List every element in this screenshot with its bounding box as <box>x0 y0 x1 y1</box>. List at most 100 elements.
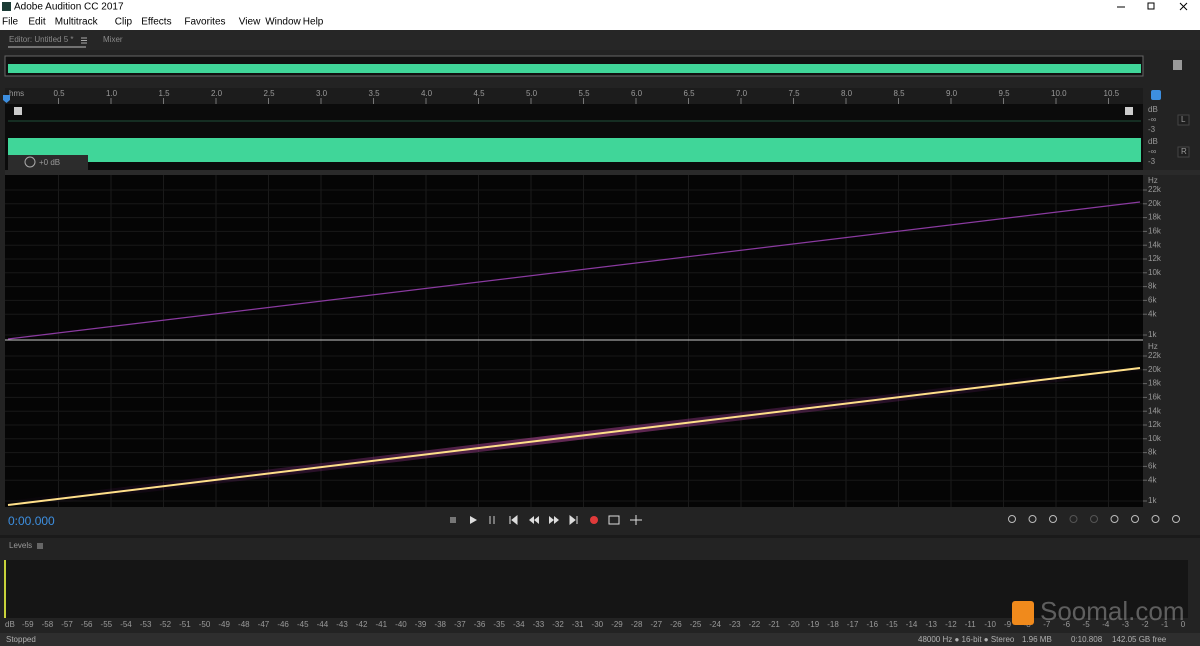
tab-bar <box>0 30 1200 50</box>
level-label: -39 <box>415 620 427 629</box>
rewind-button[interactable] <box>529 516 539 524</box>
forward-button[interactable] <box>549 516 559 524</box>
fade-out-handle[interactable] <box>1125 107 1133 115</box>
hz-label: 4k <box>1148 309 1157 318</box>
loop-button[interactable] <box>608 515 620 525</box>
hz-label: 20k <box>1148 365 1162 374</box>
menu-item[interactable]: Favorites <box>184 17 225 28</box>
level-label: -27 <box>650 620 662 629</box>
ruler-label: 2.5 <box>264 89 276 98</box>
ruler-label: 4.5 <box>474 89 486 98</box>
panel-tab[interactable]: Mixer <box>103 35 123 44</box>
menu-item[interactable]: View <box>239 17 261 28</box>
level-label: -24 <box>709 620 721 629</box>
hz-label: 14k <box>1148 240 1162 249</box>
panel-menu[interactable] <box>1173 60 1182 70</box>
close[interactable] <box>1179 2 1188 11</box>
ruler-label: 5.5 <box>579 89 591 98</box>
pause-button[interactable] <box>489 516 495 524</box>
ruler-label: 9.5 <box>999 89 1011 98</box>
level-label: -54 <box>120 620 132 629</box>
zoom-button[interactable] <box>1131 515 1139 523</box>
volume-knob[interactable] <box>24 156 36 168</box>
time-ruler <box>5 88 1143 104</box>
stop-button[interactable] <box>450 517 456 523</box>
level-label: -2 <box>1141 620 1149 629</box>
spectral-sweep-right <box>7 367 1141 506</box>
level-unit: dB <box>5 620 15 629</box>
playhead[interactable] <box>3 95 10 103</box>
menu-item[interactable]: Effects <box>141 17 171 28</box>
frequency-scale: Hz22k20k18k16k14k12k10k8k6k4k1kHz22k20k1… <box>1143 176 1162 505</box>
level-label: -29 <box>611 620 623 629</box>
previous-button[interactable] <box>509 514 518 526</box>
level-label: -11 <box>965 620 977 629</box>
next-button[interactable] <box>569 514 578 526</box>
fade-in-handle[interactable] <box>14 107 22 115</box>
tab-menu-icon[interactable] <box>81 37 87 44</box>
skip-button[interactable] <box>630 515 642 525</box>
zoom-button[interactable] <box>1069 515 1078 523</box>
level-label: -26 <box>670 620 682 629</box>
level-label: -19 <box>808 620 820 629</box>
ruler-label: 7.5 <box>789 89 801 98</box>
hz-unit: Hz <box>1148 176 1158 185</box>
level-label: -22 <box>749 620 761 629</box>
menu-item[interactable]: Multitrack <box>55 17 99 28</box>
level-label: -35 <box>493 620 505 629</box>
level-label: -37 <box>454 620 466 629</box>
level-label: -3 <box>1122 620 1130 629</box>
zoom-button[interactable] <box>1049 515 1057 523</box>
transport-controls <box>450 514 642 526</box>
menu-item[interactable]: Edit <box>28 17 45 28</box>
level-label: -34 <box>513 620 525 629</box>
menu-item[interactable]: Clip <box>115 17 133 28</box>
hz-label: 1k <box>1148 330 1157 339</box>
zoom-button[interactable] <box>1172 515 1180 523</box>
hz-label: 22k <box>1148 185 1162 194</box>
level-label: -46 <box>277 620 289 629</box>
menu-item[interactable]: Help <box>303 17 324 28</box>
divider <box>5 170 1200 175</box>
ruler-label: 2.0 <box>211 89 223 98</box>
level-label: -9 <box>1004 620 1012 629</box>
level-label: -17 <box>847 620 859 629</box>
panel-tab[interactable]: Editor: Untitled 5 * <box>9 35 73 44</box>
menu-item[interactable]: Window <box>265 17 301 28</box>
record-button[interactable] <box>590 516 598 524</box>
zoom-lock[interactable] <box>1151 90 1161 100</box>
zoom-button[interactable] <box>1110 515 1119 523</box>
status-format: 48000 Hz ● 16-bit ● Stereo <box>918 635 1015 644</box>
maximize[interactable] <box>1147 2 1155 10</box>
window-controls[interactable] <box>1117 2 1188 11</box>
status-state: Stopped <box>6 635 36 644</box>
channel-button[interactable] <box>1177 146 1190 158</box>
level-label: -23 <box>729 620 741 629</box>
spectral-grid <box>5 175 1143 507</box>
status-size: 1.96 MB <box>1022 635 1052 644</box>
waveform-right <box>8 138 1141 162</box>
title-bar <box>0 0 1200 30</box>
zoom-button[interactable] <box>1090 515 1098 523</box>
level-label: -58 <box>42 620 54 629</box>
level-label: -18 <box>827 620 839 629</box>
gain-label: +0 dB <box>39 158 60 167</box>
hz-label: 14k <box>1148 406 1162 415</box>
level-label: -38 <box>434 620 446 629</box>
channel-button[interactable] <box>1177 114 1190 126</box>
zoom-button[interactable] <box>1028 515 1037 523</box>
ruler-label: 3.0 <box>316 89 328 98</box>
zoom-button[interactable] <box>1151 515 1160 523</box>
play-button[interactable] <box>470 516 477 524</box>
hz-label: 4k <box>1148 475 1157 484</box>
level-label: -59 <box>22 620 34 629</box>
zoom-button[interactable] <box>1008 515 1016 523</box>
levels-menu[interactable] <box>37 543 43 549</box>
ruler-label: 7.0 <box>736 89 748 98</box>
channel-label: L <box>1181 115 1186 124</box>
level-label: -51 <box>179 620 191 629</box>
level-label: -57 <box>61 620 73 629</box>
menu-item[interactable]: File <box>2 17 19 28</box>
overview-waveform <box>8 64 1141 73</box>
watermark: Soomal.com <box>1040 596 1185 626</box>
